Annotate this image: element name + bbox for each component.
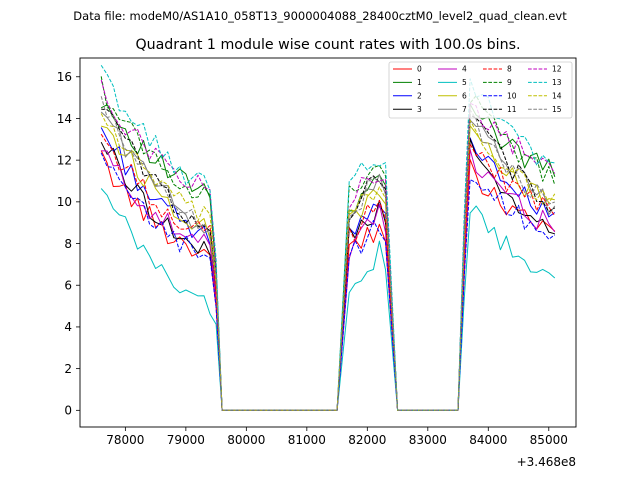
y-tick-label: 12 [57,153,72,167]
series-line-2 [100,127,556,411]
x-tick-label: 84000 [469,433,507,447]
x-tick-label: 78000 [106,433,144,447]
x-tick-label: 79000 [167,433,205,447]
chart-title: Quadrant 1 module wise count rates with … [135,37,520,53]
legend-label-15: 15 [552,105,562,114]
series-line-11 [101,108,556,411]
legend-label-1: 1 [417,78,422,87]
legend-label-8: 8 [507,65,512,74]
plot-frame [79,57,577,428]
legend-box [388,61,573,119]
series-line-14 [100,113,556,411]
legend-label-3: 3 [417,105,422,114]
legend-label-14: 14 [552,92,562,101]
legend-label-7: 7 [462,105,467,114]
series-line-15 [100,96,555,411]
legend-label-12: 12 [552,65,562,74]
chart-suptitle: Data file: modeM0/AS1A10_058T13_90000040… [73,9,567,23]
legend-label-13: 13 [552,78,562,87]
legend-label-2: 2 [417,92,422,101]
legend-label-9: 9 [507,78,512,87]
x-axis: 78000 79000 80000 81000 82000 83000 84000 85000 [106,427,568,447]
y-tick-label: 2 [64,362,72,376]
y-tick-label: 16 [57,70,72,84]
series-line-1 [100,103,556,411]
series-line-8 [100,133,556,411]
y-tick-label: 14 [57,112,72,126]
x-tick-label: 83000 [409,433,447,447]
legend-label-10: 10 [507,92,517,101]
legend-label-6: 6 [462,92,467,101]
legend-label-4: 4 [462,65,467,74]
x-tick-label: 81000 [288,433,326,447]
series-line-3 [100,138,555,411]
series-line-12 [100,79,556,411]
x-tick-label: 80000 [227,433,265,447]
y-tick-label: 8 [64,237,72,251]
y-tick-label: 6 [64,279,72,293]
y-tick-label: 0 [64,404,72,418]
legend-label-5: 5 [462,78,467,87]
y-axis: 0 2 4 6 8 10 12 14 16 [57,70,80,418]
legend-label-0: 0 [417,65,422,74]
series-line-10 [100,152,556,411]
legend-label-11: 11 [507,105,517,114]
y-tick-label: 10 [57,195,72,209]
x-tick-label: 85000 [530,433,568,447]
x-axis-offset-label: +3.468e8 [517,455,576,469]
x-tick-label: 82000 [348,433,386,447]
y-tick-label: 4 [64,320,72,334]
